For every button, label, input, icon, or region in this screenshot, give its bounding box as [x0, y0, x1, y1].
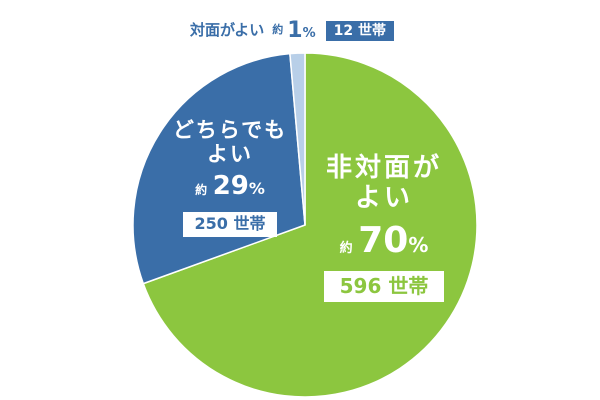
percent-value-face-to-face: 1% — [287, 18, 315, 43]
household-count-non-face-to-face: 596 世帯 — [323, 271, 445, 303]
label-either: どちらでも よい 約 29% 250 世帯 — [170, 118, 290, 237]
approx-prefix: 約 — [195, 183, 208, 198]
percent-number: 70 — [358, 219, 409, 261]
household-count-either: 250 世帯 — [182, 212, 278, 237]
label-face-to-face: 対面がよい 約 1% 12 世帯 — [190, 18, 394, 43]
approx-prefix: 約 — [272, 23, 284, 37]
slice-name-non-face-to-face: 非対面が よい — [325, 153, 442, 213]
percent-number: 29 — [212, 171, 249, 202]
approx-prefix: 約 — [339, 240, 353, 256]
slice-name-face-to-face: 対面がよい — [190, 21, 265, 40]
slice-face-to-face — [289, 52, 306, 226]
percent-row-either: 約 29% — [170, 171, 290, 202]
slice-non-face-to-face — [142, 52, 478, 398]
percent-unit: % — [302, 26, 316, 41]
percent-number: 1 — [287, 18, 303, 43]
slice-name-either: どちらでも よい — [172, 118, 288, 167]
percent-unit: % — [408, 232, 429, 257]
household-count-face-to-face: 12 世帯 — [325, 20, 394, 41]
percent-value-non-face-to-face: 70% — [358, 220, 428, 261]
percent-value-either: 29% — [213, 171, 265, 201]
label-non-face-to-face: 非対面が よい 約 70% 596 世帯 — [316, 153, 452, 303]
percent-unit: % — [248, 179, 265, 199]
percent-row-non-face-to-face: 約 70% — [316, 220, 452, 261]
